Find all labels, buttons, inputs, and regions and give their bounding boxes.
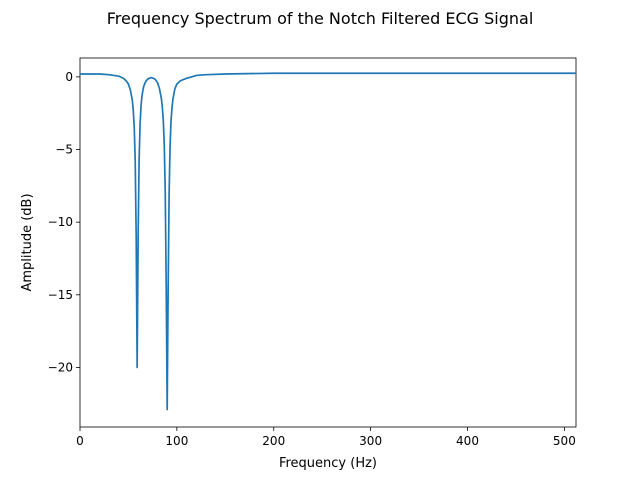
plot-area-frame bbox=[79, 57, 577, 428]
x-tick-label: 400 bbox=[456, 434, 479, 448]
y-tick-label: −10 bbox=[48, 215, 73, 229]
y-tick-label: −15 bbox=[48, 288, 73, 302]
x-tick-label: 100 bbox=[165, 434, 188, 448]
x-axis: 0 100 200 300 400 500 bbox=[76, 427, 576, 448]
x-tick-label: 500 bbox=[553, 434, 576, 448]
x-tick-label: 200 bbox=[262, 434, 285, 448]
x-axis-label: Frequency (Hz) bbox=[279, 456, 377, 471]
y-axis-label: Amplitude (dB) bbox=[20, 193, 35, 291]
series-layer bbox=[80, 72, 576, 411]
x-tick-label: 0 bbox=[76, 434, 84, 448]
chart-title: Frequency Spectrum of the Notch Filtered… bbox=[107, 9, 534, 28]
y-tick-label: −5 bbox=[55, 143, 73, 157]
y-tick-label: −20 bbox=[48, 360, 73, 374]
y-tick-label: 0 bbox=[65, 70, 73, 84]
series-line bbox=[80, 72, 576, 411]
y-axis: 0 −5 −10 −15 −20 bbox=[48, 70, 80, 374]
x-tick-label: 300 bbox=[359, 434, 382, 448]
